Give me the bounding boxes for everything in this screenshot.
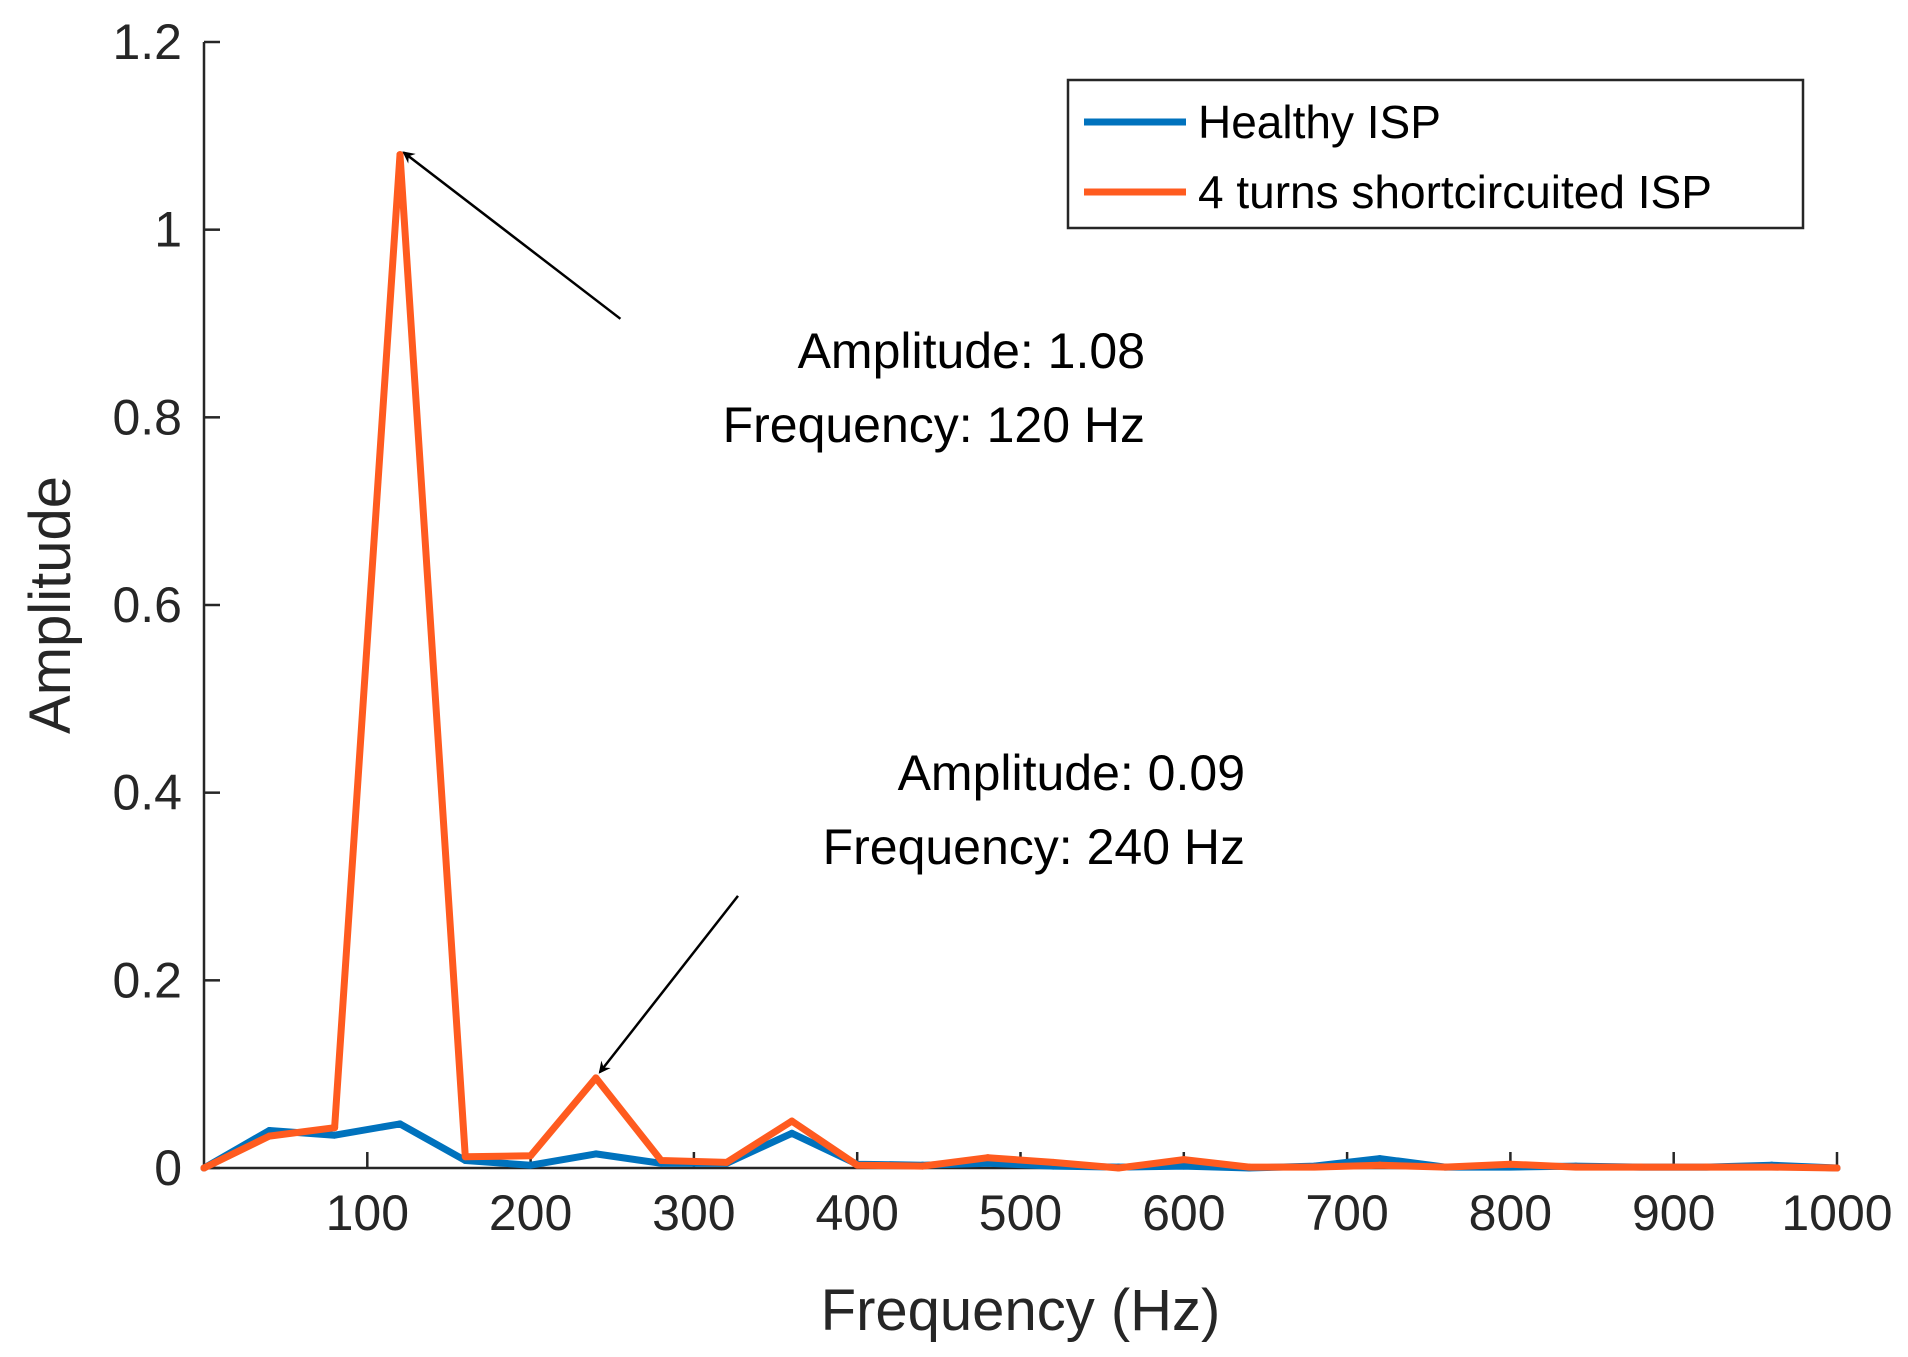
data-point-1 [1180,1162,1188,1170]
data-point-1 [1376,1155,1384,1163]
data-point-2 [723,1158,731,1166]
series-group [200,151,1841,1172]
legend-box [1066,78,1805,230]
annotation-arrow [402,151,622,320]
x-tick-label: 600 [1142,1185,1225,1241]
x-axis-label: Frequency (Hz) [821,1278,1221,1343]
data-point-2 [527,1152,535,1160]
legend-label: 4 turns shortcircuited ISP [1198,166,1712,218]
data-point-2 [1572,1163,1580,1171]
data-point-2 [1114,1164,1122,1172]
x-tick-label: 900 [1632,1185,1715,1241]
x-tick-label: 500 [979,1185,1062,1241]
data-point-2 [396,151,404,159]
x-tick-label: 1000 [1781,1185,1892,1241]
annotations: Amplitude: 1.08 Frequency: 120 Hz Amplitud… [402,151,1245,1074]
y-tick-label: 0.4 [112,765,182,821]
x-tick-label: 300 [652,1185,735,1241]
data-point-2 [1506,1160,1514,1168]
data-point-2 [1637,1163,1645,1171]
data-point-1 [265,1126,273,1134]
annotation-text: Frequency: 120 Hz [723,397,1145,453]
y-tick-label: 0 [154,1140,182,1196]
annotation-text: Amplitude: 1.08 [798,323,1145,379]
annotation-text: Frequency: 240 Hz [823,819,1245,875]
x-tick-label: 400 [815,1185,898,1241]
data-point-2 [919,1162,927,1170]
data-point-2 [1376,1161,1384,1169]
data-point-1 [592,1150,600,1158]
data-point-2 [853,1161,861,1169]
y-tick-label: 0.8 [112,389,182,445]
x-tick-label: 800 [1469,1185,1552,1241]
data-point-2 [657,1156,665,1164]
data-point-1 [396,1120,404,1128]
data-point-1 [984,1159,992,1167]
y-tick-label: 1.2 [112,14,182,70]
data-point-2 [265,1132,273,1140]
data-point-2 [984,1154,992,1162]
data-point-2 [1768,1163,1776,1171]
data-point-2 [1441,1163,1449,1171]
annotation-arrow [598,895,739,1074]
data-point-2 [331,1124,339,1132]
data-point-1 [331,1131,339,1139]
data-point-2 [788,1117,796,1125]
data-point-2 [1245,1163,1253,1171]
y-tick-label: 0.2 [112,952,182,1008]
data-point-2 [461,1153,469,1161]
annotation-text: Amplitude: 0.09 [898,745,1245,801]
y-tick-label: 1 [154,202,182,258]
series-line-2 [200,151,1841,1172]
x-tick-label: 100 [326,1185,409,1241]
x-tick-label: 200 [489,1185,572,1241]
y-tick-label: 0.6 [112,577,182,633]
legend: Healthy ISP 4 turns shortcircuited ISP [1066,78,1805,230]
data-point-2 [592,1074,600,1082]
data-point-2 [1702,1163,1710,1171]
data-point-2 [1310,1163,1318,1171]
data-point-1 [788,1129,796,1137]
data-point-2 [1180,1156,1188,1164]
data-point-2 [1049,1158,1057,1166]
legend-label: Healthy ISP [1198,96,1441,148]
data-point-1 [527,1161,535,1169]
data-point-2 [200,1164,208,1172]
data-point-2 [1833,1164,1841,1172]
x-tick-label: 700 [1305,1185,1388,1241]
axes: 0 0.2 0.4 0.6 0.8 1 1.2 100 200 300 400 500 600 700 80… [18,14,1893,1343]
y-axis-label: Amplitude [18,476,83,734]
